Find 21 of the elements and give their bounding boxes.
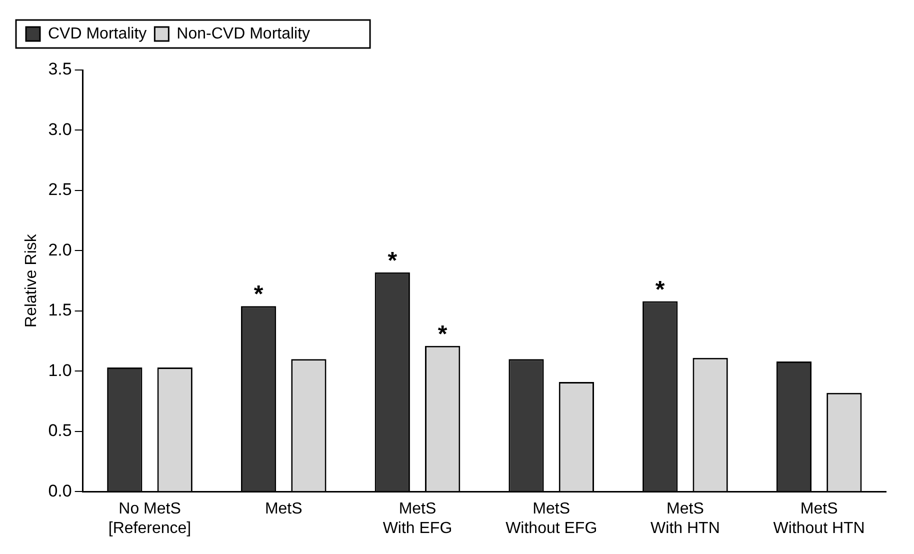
x-tick-label: MetS With HTN (650, 500, 720, 537)
y-tick-label: 0.5 (48, 421, 72, 440)
y-tick-label: 3.5 (48, 60, 72, 79)
x-tick-label: MetS With EFG (382, 500, 452, 537)
data-label: * (655, 276, 666, 304)
x-tick-label: No MetS [Reference] (108, 500, 192, 537)
y-tick-label: 2.5 (48, 180, 72, 200)
y-axis-title: Relative Risk (23, 233, 40, 328)
legend-label: Non-CVD Mortality (176, 25, 310, 42)
data-label: * (438, 320, 448, 348)
x-tick-label: MetS Without EFG (506, 500, 598, 537)
x-tick-label: MetS Without HTN (773, 500, 865, 537)
y-tick-label: 2.0 (48, 240, 72, 260)
data-label: * (388, 247, 398, 274)
y-tick-label: 1.5 (48, 300, 72, 320)
y-tick-label: 1.0 (48, 360, 72, 380)
y-tick-label: 0.0 (48, 481, 72, 500)
legend-label: CVD Mortality (48, 25, 147, 42)
y-tick-label: 3.0 (48, 120, 72, 139)
data-label: * (254, 281, 264, 308)
x-tick-label: MetS (264, 500, 302, 518)
